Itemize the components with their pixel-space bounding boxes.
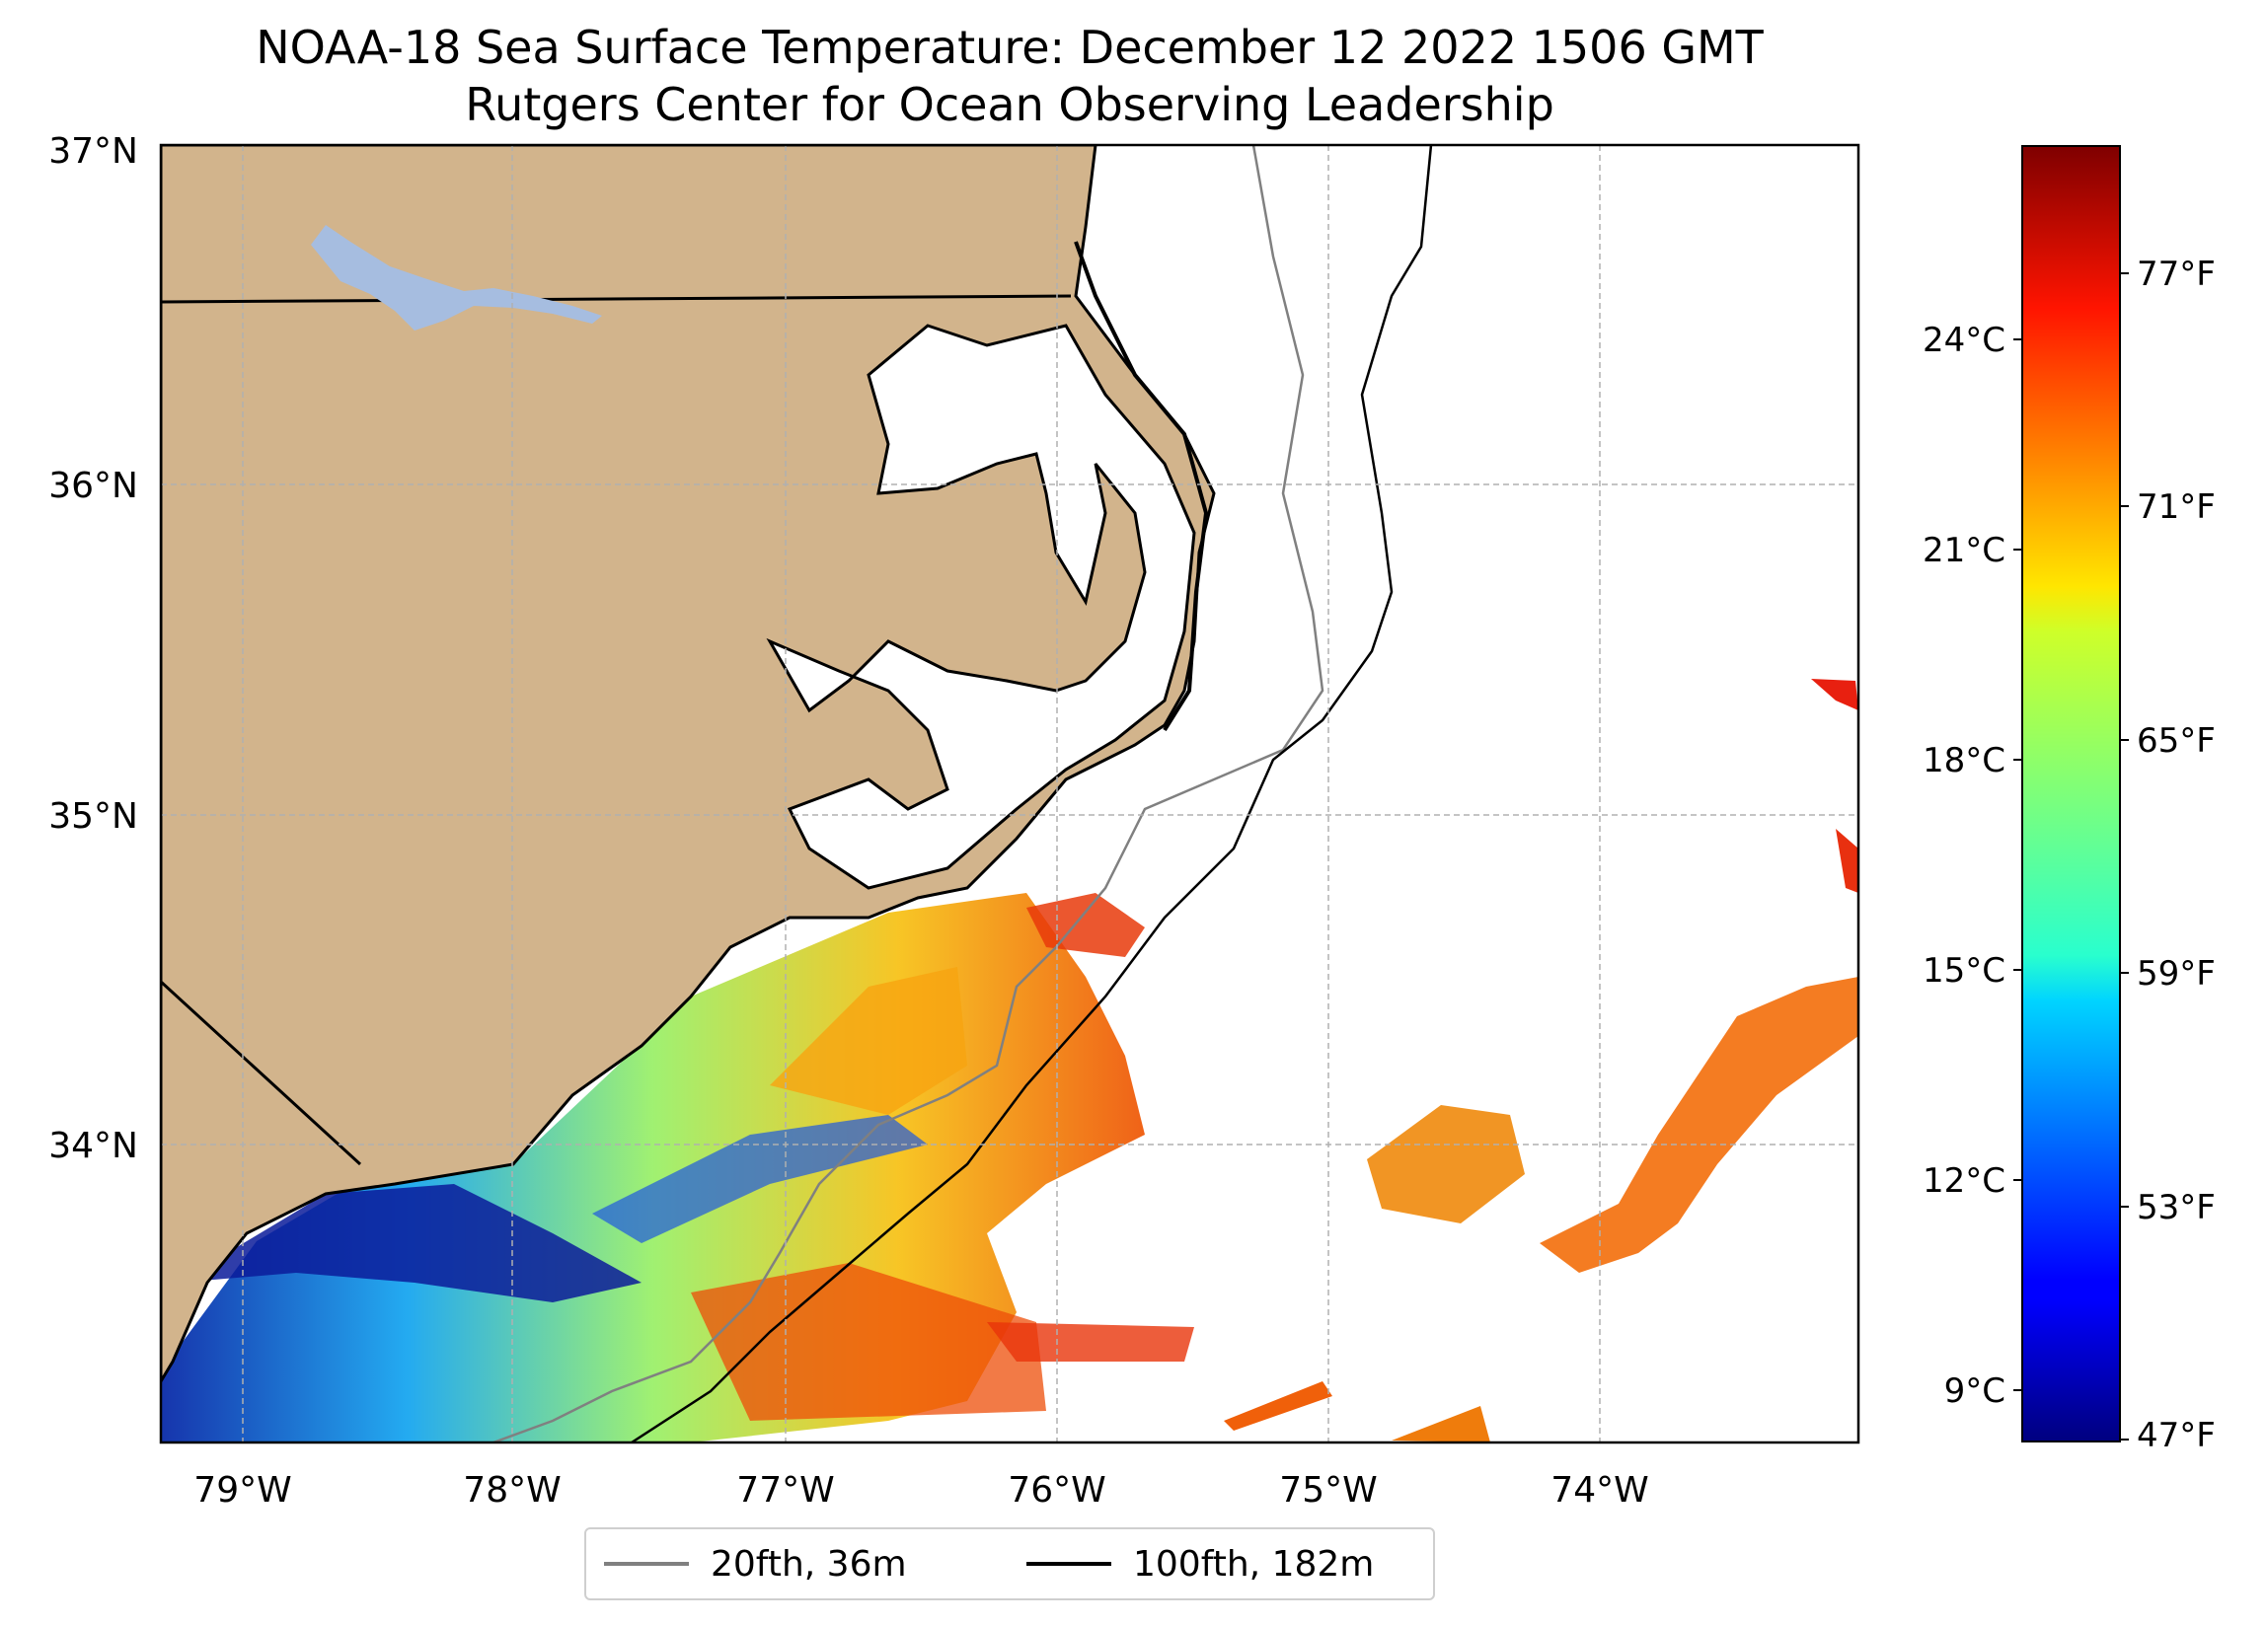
map-subtitle: Rutgers Center for Ocean Observing Leade… — [465, 78, 1554, 131]
legend: 20fth, 36m 100fth, 182m — [584, 1527, 1435, 1600]
sst-warm-patch — [1026, 893, 1145, 957]
state-border — [161, 980, 362, 1166]
sst-offshore-patch — [1367, 1105, 1525, 1223]
sst-offshore-patch — [1224, 1381, 1332, 1431]
lat-tick-label: 34°N — [48, 1126, 138, 1166]
colorbar-tick-f: 77°F — [2137, 255, 2216, 294]
sst-warm-patch — [770, 967, 967, 1115]
sst-warm-patch — [987, 1322, 1194, 1362]
sst-offshore-patch — [1540, 977, 1858, 1273]
colorbar-tick-f: 65°F — [2137, 721, 2216, 761]
state-border — [161, 294, 1072, 304]
lon-tick-labels: 79°W 78°W 77°W 76°W 75°W 74°W — [193, 1470, 1648, 1511]
colorbar-tick-f: 53°F — [2137, 1188, 2216, 1227]
gridlines — [161, 145, 1858, 1442]
lon-tick-label: 76°W — [1008, 1470, 1105, 1511]
legend-swatch-black — [1026, 1562, 1111, 1566]
estuary — [766, 324, 1196, 890]
sst-offshore-patch — [1392, 1406, 1490, 1442]
legend-label: 20fth, 36m — [711, 1543, 907, 1585]
lake — [311, 225, 602, 331]
sst-offshore-patch — [1836, 829, 1858, 893]
legend-item-100fth: 100fth, 182m — [1026, 1529, 1374, 1598]
colorbar-celsius-ticks: 24°C 21°C 18°C 15°C 12°C 9°C — [1923, 321, 2022, 1411]
legend-swatch-gray — [604, 1562, 689, 1566]
lon-tick-label: 78°W — [463, 1470, 561, 1511]
sst-warm-patch — [691, 1263, 1046, 1421]
lat-tick-label: 35°N — [48, 796, 138, 837]
sst-cold-band — [592, 1115, 928, 1243]
sst-offshore-patch — [1811, 679, 1858, 710]
colorbar-tick-f: 59°F — [2137, 954, 2216, 994]
colorbar-tick-c: 12°C — [1923, 1161, 2005, 1201]
map-title: NOAA-18 Sea Surface Temperature: Decembe… — [256, 21, 1764, 74]
isobath-100fth — [631, 145, 1433, 1442]
map-frame — [159, 143, 1860, 1444]
legend-label: 100fth, 182m — [1133, 1543, 1375, 1585]
lat-tick-label: 37°N — [48, 131, 138, 172]
colorbar-tick-f: 47°F — [2137, 1416, 2216, 1455]
colorbar-tick-c: 18°C — [1923, 741, 2005, 780]
colorbar-fahrenheit-ticks: 77°F 71°F 65°F 59°F 53°F 47°F — [2120, 255, 2216, 1455]
lat-tick-labels: 37°N 36°N 35°N 34°N — [48, 131, 138, 1166]
colorbar-tick-c: 9°C — [1944, 1371, 2005, 1411]
colorbar-tick-c: 21°C — [1923, 531, 2005, 570]
colorbar-tick-c: 15°C — [1923, 951, 2005, 991]
isobath-20fth — [492, 145, 1324, 1442]
lat-tick-label: 36°N — [48, 466, 138, 506]
legend-item-20fth: 20fth, 36m — [604, 1529, 907, 1598]
lon-tick-label: 79°W — [193, 1470, 291, 1511]
barrier-islands — [1074, 241, 1209, 732]
map-canvas — [161, 145, 1858, 1442]
lon-tick-label: 74°W — [1550, 1470, 1648, 1511]
colorbar-tick-f: 71°F — [2137, 487, 2216, 527]
lon-tick-label: 75°W — [1279, 1470, 1377, 1511]
colorbar-tick-c: 24°C — [1923, 321, 2005, 360]
sst-cold-band — [178, 1184, 642, 1302]
lon-tick-label: 77°W — [736, 1470, 834, 1511]
colorbar — [2021, 145, 2121, 1442]
